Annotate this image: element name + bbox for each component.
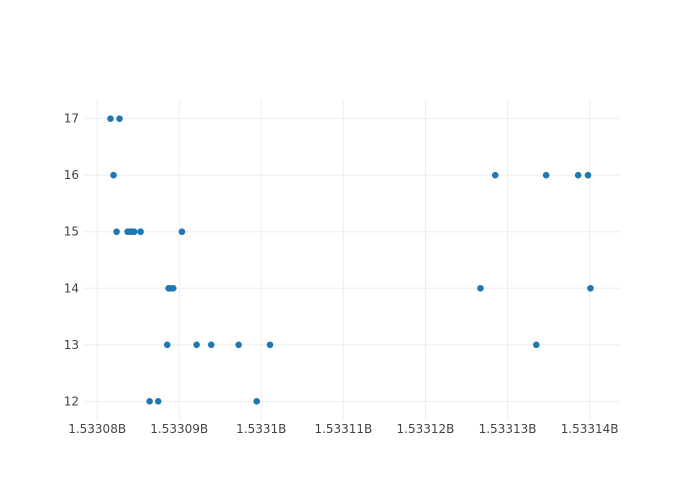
data-point	[584, 171, 592, 179]
y-tick-label: 15	[64, 225, 79, 239]
data-point	[113, 228, 120, 236]
data-point	[542, 171, 550, 179]
y-tick-label: 13	[64, 338, 79, 352]
data-point	[235, 341, 242, 349]
data-point	[178, 228, 186, 236]
data-point	[574, 171, 582, 179]
data-point	[253, 398, 261, 405]
x-axis: 1.53308B 1.53309B 1.5331B 1.53311B 1.53312B 1…	[68, 422, 618, 436]
x-tick-label: 1.53308B	[68, 422, 126, 436]
x-tick-label: 1.53311B	[314, 422, 372, 436]
x-tick-label: 1.53313B	[479, 422, 537, 436]
data-point	[116, 115, 123, 122]
data-point	[491, 171, 499, 179]
data-point	[587, 284, 594, 292]
data-point	[169, 284, 177, 292]
grid	[84, 100, 620, 420]
data-point	[207, 341, 215, 349]
data-point	[266, 341, 274, 349]
data-point	[107, 115, 114, 122]
y-axis: 12 13 14 15 16 17	[64, 112, 79, 409]
y-tick-label: 14	[64, 281, 79, 295]
data-point	[532, 341, 540, 349]
x-tick-label: 1.5331B	[236, 422, 286, 436]
data-point	[130, 228, 138, 236]
y-tick-label: 16	[64, 168, 79, 182]
data-point	[110, 171, 117, 179]
y-tick-label: 12	[64, 394, 79, 408]
data-point	[163, 341, 171, 349]
data-point	[477, 284, 484, 292]
x-tick-label: 1.53309B	[150, 422, 208, 436]
y-tick-label: 17	[64, 112, 79, 126]
x-tick-label: 1.53314B	[561, 422, 619, 436]
data-point	[154, 398, 162, 405]
data-points	[107, 115, 594, 405]
data-point	[137, 228, 144, 236]
data-point	[193, 341, 200, 349]
data-point	[146, 398, 153, 405]
x-tick-label: 1.53312B	[397, 422, 455, 436]
